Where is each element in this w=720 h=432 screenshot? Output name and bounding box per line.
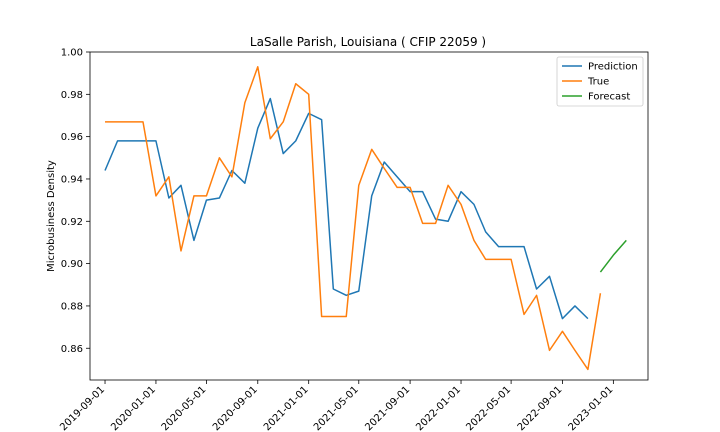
- legend: Prediction True Forecast: [556, 56, 644, 107]
- x-tick-label: 2021-01-01: [262, 384, 311, 432]
- x-tick-label: 2020-09-01: [211, 384, 260, 432]
- x-tick-label: 2021-09-01: [363, 384, 412, 432]
- chart-title: LaSalle Parish, Louisiana ( CFIP 22059 ): [250, 35, 486, 49]
- y-tick-label: 0.94: [61, 174, 83, 185]
- legend-box: [556, 56, 644, 107]
- y-tick-label: 0.86: [61, 344, 83, 355]
- legend-label-true: True: [587, 77, 609, 88]
- y-tick-label: 0.88: [61, 301, 83, 312]
- y-tick-label: 0.96: [61, 132, 83, 143]
- x-tick-label: 2022-09-01: [516, 384, 565, 432]
- y-tick-label: 1.00: [61, 48, 83, 59]
- axes-frame: [89, 51, 649, 381]
- y-tick-label: 0.92: [61, 217, 83, 228]
- x-tick-label: 2022-05-01: [464, 384, 513, 432]
- y-tick-label: 0.90: [61, 259, 83, 270]
- x-tick-label: 2019-09-01: [58, 384, 107, 432]
- legend-label-forecast: Forecast: [588, 92, 630, 103]
- series-line-prediction: [104, 97, 589, 320]
- series-line-true: [105, 66, 602, 371]
- series-line-forecast: [599, 239, 627, 273]
- x-tick-label: 2022-01-01: [414, 384, 463, 432]
- legend-label-prediction: Prediction: [588, 62, 638, 73]
- y-tick-label: 0.98: [61, 90, 83, 101]
- x-tick-label: 2021-05-01: [312, 384, 361, 432]
- x-tick-label: 2020-01-01: [109, 384, 158, 432]
- x-tick-label: 2023-01-01: [567, 384, 616, 432]
- x-tick-label: 2020-05-01: [160, 384, 209, 432]
- y-axis-label: Microbusiness Density: [46, 160, 57, 272]
